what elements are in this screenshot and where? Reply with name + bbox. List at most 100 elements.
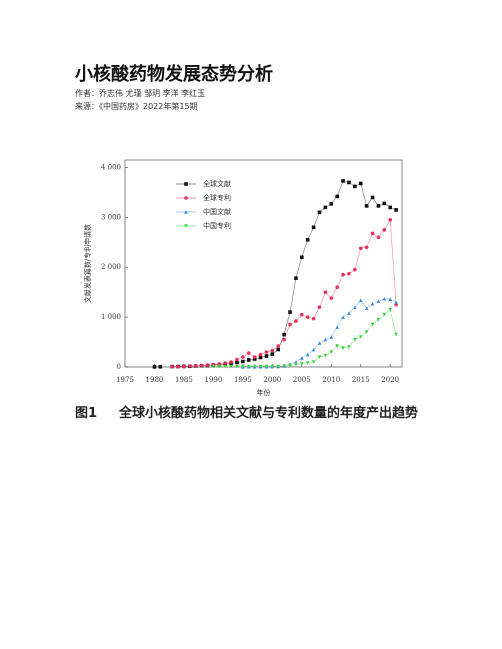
data-point <box>223 364 227 369</box>
data-point <box>341 315 345 319</box>
legend-label: 全球专利 <box>203 193 231 202</box>
data-point <box>199 363 204 368</box>
data-point <box>370 231 375 236</box>
data-point <box>305 361 310 365</box>
data-point <box>264 364 269 369</box>
data-point <box>323 353 328 358</box>
data-point <box>364 245 369 250</box>
data-point <box>176 364 180 369</box>
data-point <box>229 360 233 364</box>
data-point <box>276 364 281 369</box>
data-point <box>294 319 298 323</box>
authors: 作者：乔志伟 尤瑾 邹玥 李洋 李红玉 <box>75 89 206 98</box>
data-point <box>323 337 328 342</box>
x-tick-label: 2020 <box>381 376 399 384</box>
data-point <box>317 305 322 309</box>
data-point <box>241 364 245 369</box>
x-tick-label: 2005 <box>293 376 311 384</box>
data-point <box>241 355 245 359</box>
data-point <box>282 337 286 342</box>
x-tick-label: 1980 <box>146 376 164 384</box>
data-point <box>317 341 322 345</box>
data-point <box>364 306 369 310</box>
x-tick-label: 1985 <box>175 376 193 384</box>
data-point <box>376 299 381 303</box>
series-line <box>172 218 397 368</box>
data-point <box>335 325 339 329</box>
data-point <box>217 364 222 369</box>
legend-marker <box>184 196 188 200</box>
data-point <box>276 347 281 352</box>
data-point <box>394 332 398 337</box>
data-point <box>305 352 310 357</box>
x-tick-label: 1975 <box>116 376 134 384</box>
legend-label: 全球文献 <box>203 179 231 188</box>
data-point <box>323 290 328 294</box>
data-point <box>376 204 381 208</box>
data-point <box>252 357 257 361</box>
series-line <box>154 180 397 368</box>
data-point <box>311 225 316 230</box>
data-point <box>388 205 393 210</box>
data-point <box>347 271 351 276</box>
data-point <box>347 311 351 315</box>
caption-text: 全球小核酸药物相关文献与专利数量的年度产出趋势 <box>119 406 419 421</box>
data-point <box>229 364 233 369</box>
data-point <box>388 297 393 301</box>
data-point <box>300 312 304 317</box>
data-point <box>258 364 263 369</box>
x-tick-label: 2015 <box>352 376 370 384</box>
data-point <box>388 218 393 222</box>
data-point <box>394 208 398 212</box>
data-point <box>252 355 257 359</box>
data-point <box>288 322 292 327</box>
data-point <box>329 350 334 354</box>
data-point <box>246 358 251 362</box>
caption: 图1 全球小核酸药物相关文献与专利数量的年度产出趋势 <box>75 404 435 424</box>
data-point <box>182 364 186 369</box>
data-point <box>211 364 216 369</box>
data-point <box>305 315 310 319</box>
caption-number: 图1 <box>75 406 98 421</box>
data-point <box>305 238 310 242</box>
data-point <box>341 346 345 350</box>
legend-marker <box>184 224 188 228</box>
data-point <box>241 359 245 364</box>
data-point <box>217 362 222 366</box>
doc-title: 小核酸药物发展态势分析 <box>75 64 273 85</box>
data-point <box>388 307 393 312</box>
data-point <box>152 365 157 369</box>
data-point <box>353 337 357 342</box>
data-point <box>311 347 316 352</box>
data-point <box>158 364 163 369</box>
data-point <box>282 364 286 368</box>
data-point <box>235 364 239 369</box>
data-point <box>264 350 269 354</box>
data-point <box>353 305 357 309</box>
data-point <box>317 210 322 215</box>
data-point <box>270 364 275 369</box>
data-point <box>188 364 192 368</box>
data-point <box>382 296 387 301</box>
series-line <box>213 309 397 368</box>
x-tick-label: 2010 <box>322 376 340 384</box>
data-point <box>358 246 363 251</box>
data-point <box>382 312 387 317</box>
data-point <box>376 317 381 322</box>
data-point <box>288 363 292 368</box>
data-point <box>376 235 381 240</box>
data-point <box>246 351 251 355</box>
data-point <box>258 355 263 360</box>
data-point <box>300 255 304 260</box>
data-point <box>270 348 275 353</box>
data-point <box>223 361 227 365</box>
data-point <box>335 344 339 348</box>
data-point <box>394 300 398 304</box>
data-point <box>364 330 369 334</box>
x-tick-label: 1990 <box>204 376 222 384</box>
data-point <box>370 195 375 200</box>
data-point <box>341 272 345 277</box>
data-point <box>264 354 269 358</box>
